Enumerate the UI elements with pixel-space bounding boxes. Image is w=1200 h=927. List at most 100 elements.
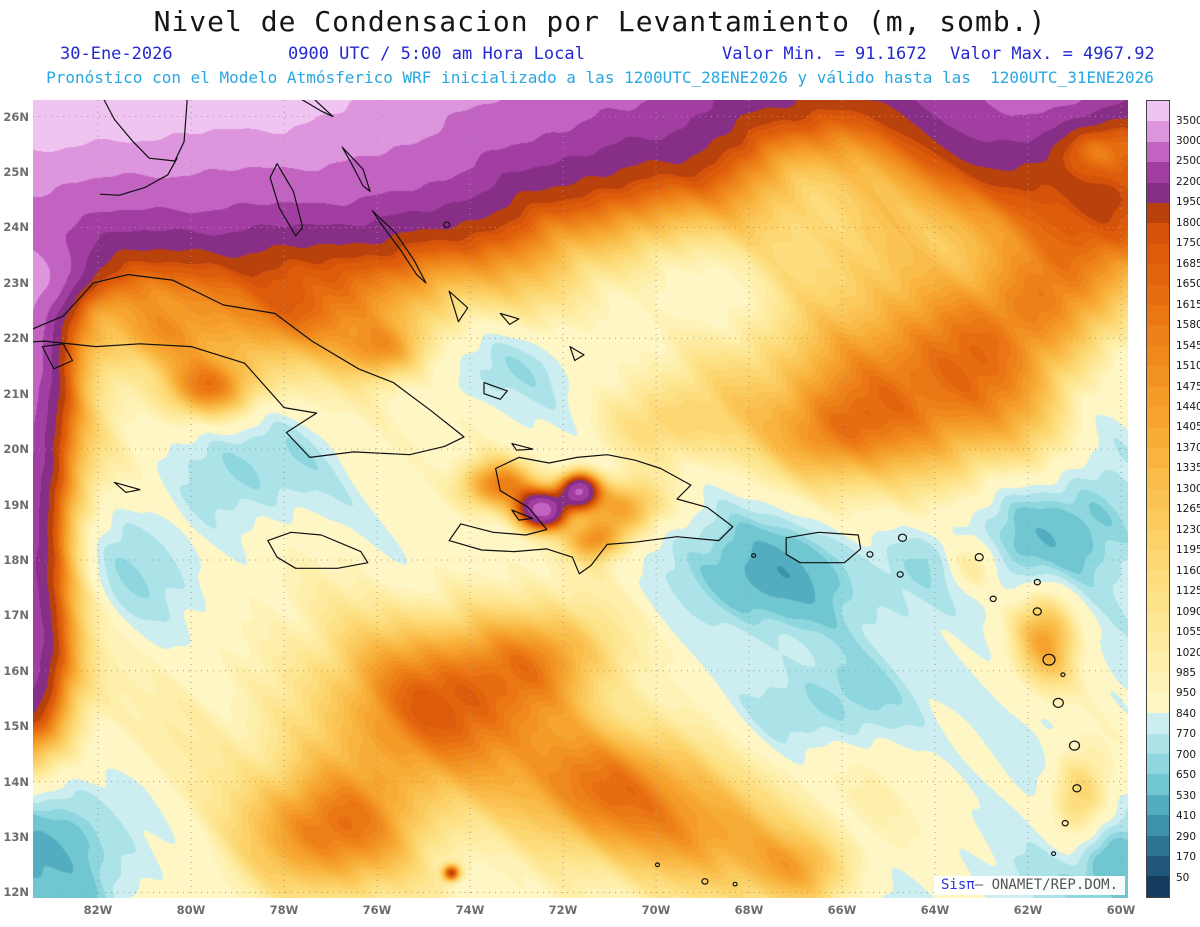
colorbar-swatch bbox=[1147, 774, 1169, 795]
lon-tick-label: 80W bbox=[176, 903, 206, 917]
colorbar-swatch bbox=[1147, 631, 1169, 652]
colorbar-tick-label: 3000 bbox=[1176, 134, 1200, 147]
lat-tick-label: 18N bbox=[3, 553, 29, 567]
colorbar-swatch bbox=[1147, 529, 1169, 550]
lat-tick-label: 22N bbox=[3, 331, 29, 345]
colorbar-swatch bbox=[1147, 509, 1169, 530]
lon-tick-label: 66W bbox=[827, 903, 857, 917]
colorbar-swatch bbox=[1147, 488, 1169, 510]
colorbar-tick-label: 950 bbox=[1176, 687, 1197, 700]
map-area: Sisπ– ONAMET/REP.DOM. bbox=[33, 100, 1128, 898]
colorbar-swatch bbox=[1147, 386, 1169, 408]
colorbar-tick-label: 1230 bbox=[1176, 523, 1200, 536]
colorbar-tick-label: 2200 bbox=[1176, 175, 1200, 188]
colorbar-swatch bbox=[1147, 692, 1169, 714]
colorbar-swatch bbox=[1147, 570, 1169, 591]
colorbar-tick-label: 1335 bbox=[1176, 462, 1200, 475]
lat-tick-label: 23N bbox=[3, 276, 29, 290]
colorbar-swatch bbox=[1147, 407, 1169, 428]
colorbar-tick-label: 290 bbox=[1176, 830, 1197, 843]
colorbar-tick-label: 2500 bbox=[1176, 155, 1200, 168]
valid-time-label: 0900 UTC / 5:00 am Hora Local bbox=[288, 44, 585, 64]
colorbar-tick-label: 1195 bbox=[1176, 544, 1200, 557]
lon-tick-label: 62W bbox=[1013, 903, 1043, 917]
colorbar-swatch bbox=[1147, 121, 1169, 142]
colorbar-swatch bbox=[1147, 733, 1169, 754]
colorbar-swatch bbox=[1147, 794, 1169, 816]
colorbar-swatch bbox=[1147, 815, 1169, 836]
colorbar-swatch bbox=[1147, 672, 1169, 693]
watermark-sep: – bbox=[974, 877, 992, 893]
colorbar-swatch bbox=[1147, 856, 1169, 877]
colorbar-swatch bbox=[1147, 182, 1169, 204]
colorbar-swatch bbox=[1147, 101, 1169, 122]
page-title: Nivel de Condensacion por Levantamiento … bbox=[153, 5, 1047, 38]
colorbar-swatch bbox=[1147, 611, 1169, 632]
colorbar-swatch bbox=[1147, 447, 1169, 469]
colorbar-tick-label: 1475 bbox=[1176, 380, 1200, 393]
colorbar-tick-label: 1020 bbox=[1176, 646, 1200, 659]
lon-tick-label: 78W bbox=[269, 903, 299, 917]
colorbar-tick-label: 1685 bbox=[1176, 257, 1200, 270]
lat-tick-label: 25N bbox=[3, 165, 29, 179]
colorbar-tick-label: 1090 bbox=[1176, 605, 1200, 618]
lon-tick-label: 60W bbox=[1106, 903, 1136, 917]
colorbar-tick-label: 1125 bbox=[1176, 585, 1200, 598]
colorbar-swatch bbox=[1147, 876, 1169, 897]
lat-tick-label: 24N bbox=[3, 220, 29, 234]
lon-tick-label: 76W bbox=[362, 903, 392, 917]
colorbar-swatch bbox=[1147, 835, 1169, 857]
colorbar-swatch bbox=[1147, 468, 1169, 489]
watermark: Sisπ– ONAMET/REP.DOM. bbox=[933, 876, 1125, 895]
colorbar-swatch bbox=[1147, 427, 1169, 448]
colorbar-swatch bbox=[1147, 223, 1169, 244]
lon-tick-label: 68W bbox=[734, 903, 764, 917]
max-value-label: Valor Max. = 4967.92 bbox=[950, 44, 1155, 64]
colorbar-swatch bbox=[1147, 754, 1169, 775]
map-canvas bbox=[33, 100, 1128, 898]
colorbar-swatch bbox=[1147, 162, 1169, 183]
colorbar-tick-label: 770 bbox=[1176, 728, 1197, 741]
valid-date-label: 30-Ene-2026 bbox=[60, 44, 173, 64]
colorbar-swatch bbox=[1147, 713, 1169, 734]
colorbar-tick-label: 700 bbox=[1176, 748, 1197, 761]
colorbar-swatch bbox=[1147, 345, 1169, 367]
lat-tick-label: 20N bbox=[3, 442, 29, 456]
colorbar-tick-label: 410 bbox=[1176, 810, 1197, 823]
colorbar-tick-label: 1615 bbox=[1176, 298, 1200, 311]
colorbar-tick-label: 530 bbox=[1176, 789, 1197, 802]
lat-tick-label: 17N bbox=[3, 608, 29, 622]
colorbar-swatch bbox=[1147, 141, 1169, 163]
colorbar-tick-label: 1440 bbox=[1176, 400, 1200, 413]
colorbar-tick-label: 1650 bbox=[1176, 278, 1200, 291]
colorbar-tick-label: 1055 bbox=[1176, 626, 1200, 638]
lat-tick-label: 16N bbox=[3, 664, 29, 678]
colorbar-swatch bbox=[1147, 305, 1169, 326]
colorbar-tick-label: 1370 bbox=[1176, 441, 1200, 454]
lat-tick-label: 26N bbox=[3, 110, 29, 124]
colorbar bbox=[1146, 100, 1170, 898]
colorbar-tick-label: 3500 bbox=[1176, 114, 1200, 127]
lat-tick-label: 14N bbox=[3, 775, 29, 789]
colorbar-tick-label: 1510 bbox=[1176, 360, 1200, 372]
lon-tick-label: 82W bbox=[83, 903, 113, 917]
colorbar-swatch bbox=[1147, 284, 1169, 306]
lon-tick-label: 72W bbox=[548, 903, 578, 917]
lat-tick-label: 19N bbox=[3, 498, 29, 512]
lon-tick-label: 64W bbox=[920, 903, 950, 917]
colorbar-swatch bbox=[1147, 549, 1169, 571]
colorbar-swatch bbox=[1147, 366, 1169, 387]
colorbar-tick-label: 1265 bbox=[1176, 503, 1200, 516]
colorbar-tick-label: 985 bbox=[1176, 666, 1197, 679]
lat-tick-label: 12N bbox=[3, 885, 29, 899]
lat-tick-label: 21N bbox=[3, 387, 29, 401]
colorbar-tick-label: 1950 bbox=[1176, 196, 1200, 209]
colorbar-swatch bbox=[1147, 590, 1169, 612]
lon-tick-label: 74W bbox=[455, 903, 485, 917]
colorbar-tick-label: 170 bbox=[1176, 851, 1197, 864]
lat-tick-label: 15N bbox=[3, 719, 29, 733]
colorbar-tick-label: 1300 bbox=[1176, 482, 1200, 495]
lat-tick-label: 13N bbox=[3, 830, 29, 844]
forecast-description: Pronóstico con el Modelo Atmósferico WRF… bbox=[46, 68, 1154, 87]
